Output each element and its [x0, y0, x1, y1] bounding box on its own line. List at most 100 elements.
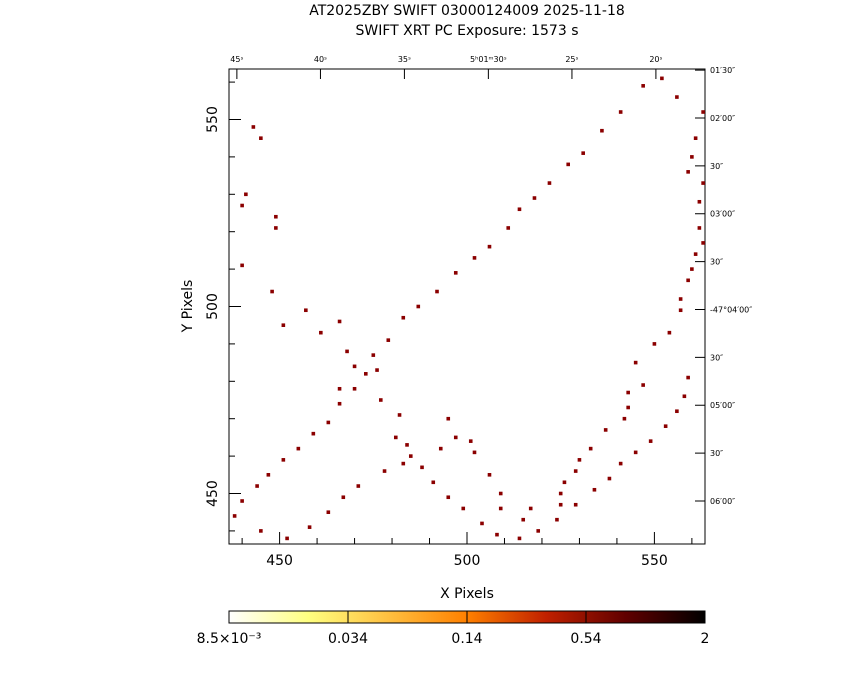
- data-point: [401, 461, 406, 466]
- data-point: [401, 315, 406, 320]
- data-point: [697, 199, 702, 204]
- data-point: [435, 289, 439, 294]
- dec-tick-label: 05′00″: [710, 401, 735, 410]
- data-point: [307, 525, 312, 529]
- data-point: [345, 349, 349, 354]
- data-point: [667, 330, 672, 335]
- data-point: [622, 416, 627, 421]
- data-point: [701, 241, 705, 245]
- data-point: [472, 450, 477, 455]
- data-point: [240, 263, 244, 268]
- data-point: [652, 342, 657, 346]
- data-point: [431, 480, 436, 485]
- data-point: [393, 435, 398, 440]
- data-point: [498, 491, 503, 496]
- data-point: [420, 465, 424, 470]
- data-point: [487, 244, 492, 249]
- data-point: [438, 446, 443, 451]
- data-point: [472, 256, 477, 260]
- dec-tick-label: 30″: [710, 258, 723, 267]
- data-point: [352, 364, 357, 369]
- data-point: [274, 214, 278, 219]
- data-point: [386, 338, 391, 342]
- data-point: [487, 473, 492, 477]
- data-point: [281, 323, 286, 328]
- data-point: [319, 330, 323, 335]
- colorbar-tick-label: 2: [701, 631, 710, 647]
- data-point: [618, 110, 623, 114]
- data-point: [577, 458, 582, 462]
- x-axis-label: X Pixels: [440, 586, 494, 602]
- data-point: [337, 386, 342, 391]
- colorbar: 8.5×10⁻³ 0.034 0.14 0.54 2: [197, 610, 710, 647]
- data-point: [408, 454, 413, 458]
- data-point: [701, 110, 705, 114]
- data-point: [528, 506, 533, 511]
- ra-tick-label: 40ˢ: [314, 55, 327, 64]
- data-point: [240, 499, 244, 503]
- dec-tick-label: -47°04′00″: [710, 305, 752, 314]
- data-point: [573, 502, 578, 507]
- data-point: [446, 416, 451, 421]
- data-point: [311, 431, 316, 436]
- dec-tick-label: 30″: [710, 353, 723, 362]
- colorbar-tick-label: 0.54: [570, 631, 601, 647]
- data-point: [517, 207, 522, 212]
- ra-tick-label: 20ˢ: [649, 55, 662, 64]
- data-point: [690, 155, 694, 159]
- data-point: [588, 446, 593, 451]
- data-point: [296, 446, 301, 451]
- data-point: [364, 372, 368, 376]
- x-tick-label: 500: [454, 553, 481, 569]
- data-point: [686, 170, 690, 174]
- data-point: [701, 181, 705, 185]
- data-point: [641, 84, 645, 88]
- data-point: [555, 517, 559, 522]
- data-point: [240, 203, 244, 208]
- data-point: [416, 304, 421, 309]
- data-point: [285, 536, 289, 541]
- y-tick-label: 450: [205, 480, 221, 507]
- data-point: [686, 278, 690, 283]
- data-point: [495, 532, 499, 537]
- data-point: [480, 521, 484, 526]
- data-point: [274, 226, 278, 230]
- data-point: [453, 271, 458, 275]
- data-point: [600, 128, 604, 133]
- y-tick-label: 500: [205, 293, 221, 320]
- colorbar-tick-label: 0.034: [328, 631, 368, 647]
- data-point: [453, 435, 458, 440]
- data-point: [558, 502, 563, 507]
- data-point: [251, 125, 256, 129]
- data-point: [506, 226, 511, 230]
- dec-tick-label: 30″: [710, 449, 723, 458]
- data-point: [633, 450, 638, 455]
- colorbar-ticks: 8.5×10⁻³ 0.034 0.14 0.54 2: [197, 611, 710, 647]
- data-point: [405, 443, 409, 447]
- data-point: [244, 192, 248, 197]
- data-point: [281, 458, 286, 462]
- dec-tick-label: 01′30″: [710, 66, 735, 75]
- data-point: [382, 469, 387, 473]
- plot-area: 450 500 550 450 500 550 45ˢ 40ˢ 35ˢ 5ʰ01ᵐ30ˢ 25ˢ 20…: [205, 55, 752, 569]
- data-point: [397, 413, 402, 417]
- data-point: [341, 495, 346, 500]
- data-point: [352, 386, 357, 391]
- dec-tick-label: 03′00″: [710, 210, 735, 219]
- data-point: [461, 506, 466, 511]
- data-point: [675, 95, 679, 99]
- data-point: [326, 510, 331, 515]
- data-point: [618, 461, 623, 466]
- ra-tick-label: 45ˢ: [230, 55, 243, 64]
- plot-frame: [228, 68, 706, 545]
- data-point: [498, 506, 503, 511]
- data-point: [648, 439, 653, 443]
- data-point: [660, 76, 664, 81]
- data-point: [686, 375, 690, 380]
- x-tick-label: 450: [266, 553, 293, 569]
- data-point: [532, 196, 537, 200]
- data-point: [259, 529, 263, 533]
- data-point: [378, 398, 383, 402]
- dec-tick-label: 06′00″: [710, 497, 735, 506]
- data-point: [607, 476, 612, 481]
